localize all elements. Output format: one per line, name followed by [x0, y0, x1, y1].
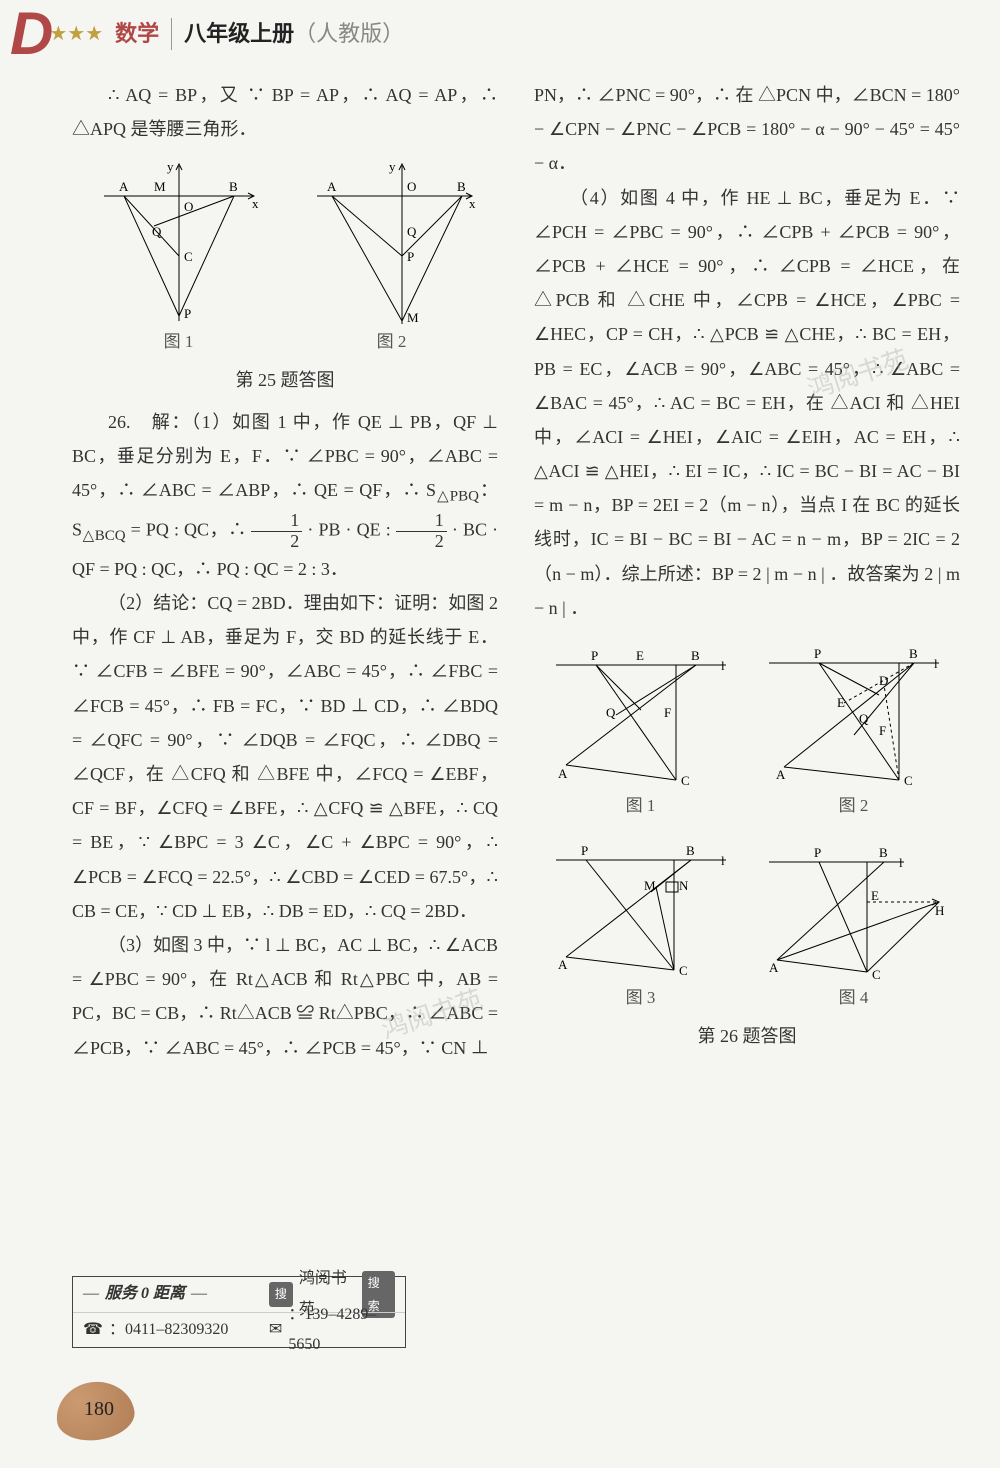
grade-label: 八年级上册: [184, 13, 294, 55]
svg-text:M: M: [644, 878, 656, 893]
fig-label: 图 1: [546, 790, 736, 822]
svg-text:Q: Q: [606, 705, 616, 720]
svg-text:B: B: [229, 179, 238, 194]
mobile-icon: ✉: [269, 1315, 282, 1345]
figure-26-2: P B l D E Q F A C 图 2: [759, 635, 949, 822]
figure-25-1: A M B O Q C P x y 图 1: [94, 156, 264, 358]
service-mobile: ✉ ：139–4289–5650: [259, 1300, 405, 1361]
page-number: 180: [84, 1390, 114, 1428]
logo-letter: D: [10, 0, 49, 91]
svg-text:E: E: [871, 888, 879, 903]
svg-text:l: l: [934, 656, 938, 671]
fig-label: 图 2: [307, 326, 477, 358]
para-26-1: 26. 解：（1）如图 1 中，作 QE ⊥ PB，QF ⊥ BC，垂足分别为 …: [72, 405, 498, 586]
svg-text:O: O: [407, 179, 416, 194]
phone-icon: ☎: [83, 1315, 103, 1345]
svg-text:A: A: [558, 957, 568, 972]
figure-25-2: A O B Q P M x y 图 2: [307, 156, 477, 358]
content-area: ∴ AQ = BP，又 ∵ BP = AP，∴ AQ = AP，∴ △APQ 是…: [0, 68, 1000, 1065]
fraction: 12: [396, 511, 447, 552]
service-box: — 服务 0 距离 — 搜 鸿阅书苑 搜索 ☎ ：0411–82309320 ✉…: [72, 1276, 406, 1348]
fig-label: 图 3: [546, 982, 736, 1014]
svg-text:M: M: [407, 310, 419, 325]
svg-text:A: A: [119, 179, 129, 194]
svg-text:E: E: [837, 695, 845, 710]
svg-text:l: l: [899, 855, 903, 870]
svg-text:Q: Q: [407, 224, 417, 239]
para-right-2: （4）如图 4 中，作 HE ⊥ BC，垂足为 E．∵ ∠PCH = ∠PBC …: [534, 181, 960, 625]
svg-text:A: A: [776, 767, 786, 782]
svg-text:P: P: [407, 249, 414, 264]
fraction: 12: [251, 511, 302, 552]
header-divider: [171, 18, 172, 50]
figure-26-3: P B l M N A C 图 3: [546, 832, 736, 1014]
svg-text:P: P: [814, 845, 821, 860]
figure-26-row2: P B l M N A C 图 3: [534, 832, 960, 1014]
left-column: ∴ AQ = BP，又 ∵ BP = AP，∴ AQ = AP，∴ △APQ 是…: [72, 78, 516, 1065]
logo-stars: ★★★: [49, 15, 103, 53]
svg-text:P: P: [581, 843, 588, 858]
svg-text:P: P: [591, 648, 598, 663]
para-26-2: （2）结论：CQ = 2BD．理由如下：证明：如图 2 中，作 CF ⊥ AB，…: [72, 586, 498, 928]
figure-26-1: P E B l Q F A C 图 1: [546, 635, 736, 822]
svg-text:P: P: [184, 306, 191, 321]
svg-text:x: x: [469, 196, 476, 211]
caption-26: 第 26 题答图: [534, 1019, 960, 1053]
svg-text:l: l: [721, 658, 725, 673]
figure-25-row: A M B O Q C P x y 图 1: [72, 156, 498, 358]
para-26-3: （3）如图 3 中，∵ l ⊥ BC，AC ⊥ BC，∴ ∠ACB = ∠PBC…: [72, 928, 498, 1065]
svg-text:A: A: [769, 960, 779, 975]
right-column: PN，∴ ∠PNC = 90°，∴ 在 △PCN 中，∠BCN = 180° −…: [516, 78, 960, 1065]
svg-text:C: C: [679, 963, 688, 978]
svg-text:C: C: [872, 967, 881, 982]
fig-label: 图 1: [94, 326, 264, 358]
svg-text:M: M: [154, 179, 166, 194]
svg-text:A: A: [327, 179, 337, 194]
svg-text:P: P: [814, 646, 821, 661]
svg-text:F: F: [879, 723, 886, 738]
svg-text:B: B: [457, 179, 466, 194]
svg-text:D: D: [879, 673, 888, 688]
svg-text:y: y: [167, 159, 174, 174]
svg-text:Q: Q: [859, 711, 869, 726]
svg-text:H: H: [935, 903, 944, 918]
service-phone: ☎ ：0411–82309320: [73, 1315, 259, 1345]
svg-text:C: C: [904, 773, 913, 788]
edition-label: （人教版）: [294, 13, 404, 55]
caption-25: 第 25 题答图: [72, 363, 498, 397]
svg-text:A: A: [558, 766, 568, 781]
svg-text:B: B: [686, 843, 695, 858]
svg-text:Q: Q: [152, 224, 162, 239]
svg-text:C: C: [681, 773, 690, 788]
subject-label: 数学: [115, 13, 159, 55]
para-25-end: ∴ AQ = BP，又 ∵ BP = AP，∴ AQ = AP，∴ △APQ 是…: [72, 78, 498, 146]
svg-text:E: E: [636, 648, 644, 663]
page-header: D ★★★ 数学 八年级上册 （人教版）: [0, 0, 1000, 68]
fig-label: 图 4: [759, 982, 949, 1014]
svg-text:B: B: [879, 845, 888, 860]
service-brand: — 服务 0 距离 —: [73, 1279, 259, 1309]
svg-text:B: B: [691, 648, 700, 663]
figure-26-4: P B l E H A C 图 4: [759, 832, 949, 1014]
svg-text:F: F: [664, 705, 671, 720]
svg-text:l: l: [721, 853, 725, 868]
svg-text:B: B: [909, 646, 918, 661]
svg-text:y: y: [389, 159, 396, 174]
svg-text:N: N: [679, 878, 689, 893]
svg-text:x: x: [252, 196, 259, 211]
svg-text:O: O: [184, 199, 193, 214]
svg-text:C: C: [184, 249, 193, 264]
para-right-1: PN，∴ ∠PNC = 90°，∴ 在 △PCN 中，∠BCN = 180° −…: [534, 78, 960, 181]
fig-label: 图 2: [759, 790, 949, 822]
figure-26-row1: P E B l Q F A C 图 1: [534, 635, 960, 822]
